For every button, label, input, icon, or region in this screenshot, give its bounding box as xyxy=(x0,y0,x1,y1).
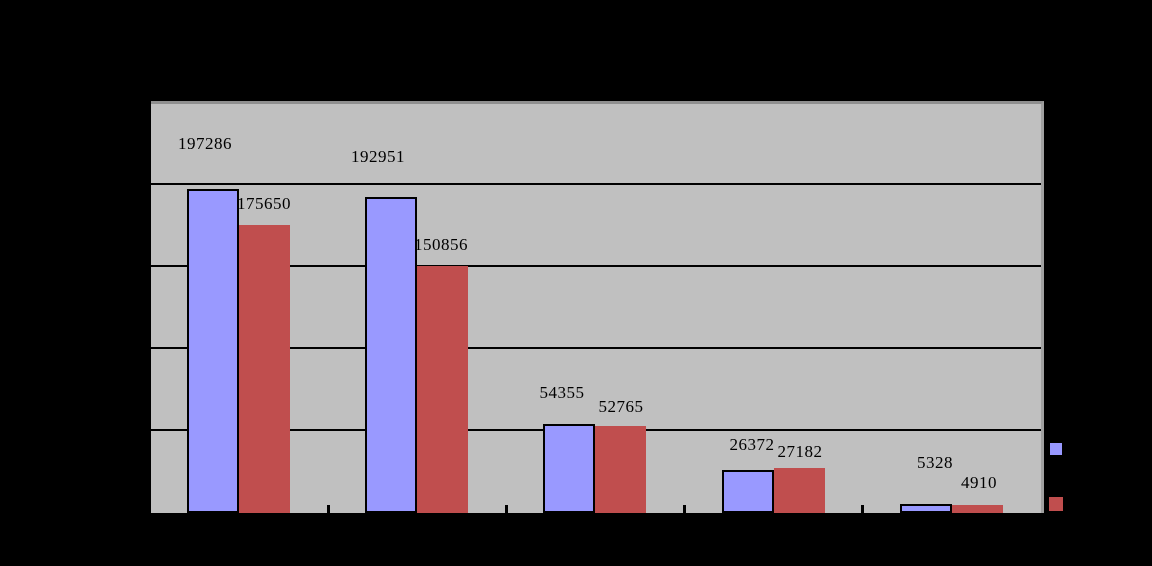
data-label-series1-cat2: 192951 xyxy=(351,147,405,166)
gridline-100000 xyxy=(151,347,1041,349)
data-label-series1-cat3: 54355 xyxy=(539,383,585,402)
legend-marker-series2 xyxy=(1049,497,1063,511)
gridline-200000 xyxy=(151,183,1041,185)
data-label-series2-cat2: 150856 xyxy=(414,235,468,254)
x-axis-line xyxy=(148,513,1044,516)
data-label-series1-cat1: 197286 xyxy=(178,134,232,153)
data-label-series2-cat3: 52765 xyxy=(598,397,644,416)
data-label-series2-cat5: 4910 xyxy=(961,473,997,492)
bar-series2-cat4 xyxy=(774,468,825,513)
x-axis-tick-2 xyxy=(504,505,508,513)
bar-series2-cat2 xyxy=(417,266,468,513)
bar-series2-cat5 xyxy=(952,505,1003,513)
y-axis-line xyxy=(148,101,151,516)
legend-marker-series1 xyxy=(1050,443,1062,455)
bar-series1-cat3 xyxy=(543,424,595,513)
x-axis-tick-4 xyxy=(861,505,865,513)
x-axis-tick-1 xyxy=(326,505,330,513)
bar-series1-cat4 xyxy=(722,470,774,513)
x-axis-tick-3 xyxy=(683,505,687,513)
gridline-150000 xyxy=(151,265,1041,267)
bar-series2-cat1 xyxy=(239,225,290,513)
data-label-series1-cat4: 26372 xyxy=(729,435,775,454)
bar-series1-cat1 xyxy=(187,189,239,513)
bar-series2-cat3 xyxy=(595,426,646,513)
data-label-series2-cat1: 175650 xyxy=(237,194,291,213)
data-label-series1-cat5: 5328 xyxy=(917,453,953,472)
data-label-series2-cat4: 27182 xyxy=(777,442,823,461)
bar-series1-cat5 xyxy=(900,504,952,513)
bar-series1-cat2 xyxy=(365,197,417,513)
